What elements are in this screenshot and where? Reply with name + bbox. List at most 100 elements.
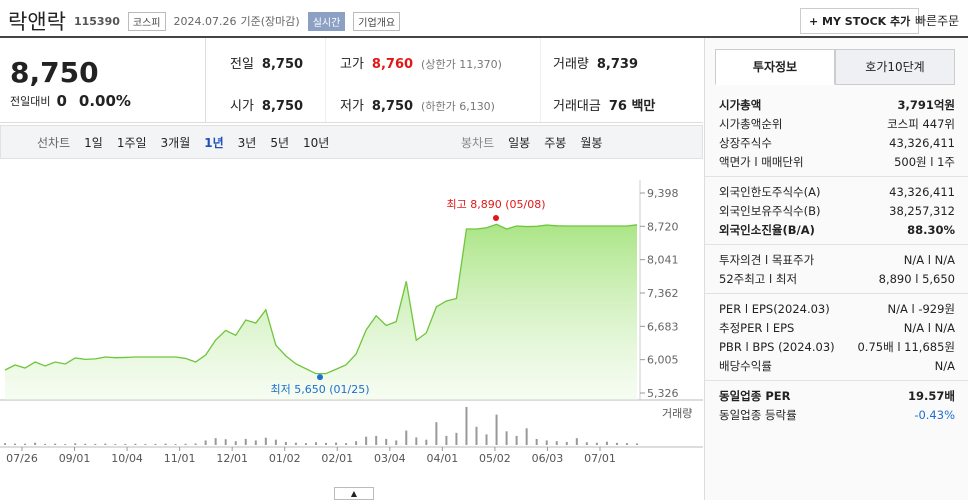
info-row: 액면가 l 매매단위 500원 l 1주 — [719, 152, 955, 171]
volume-bar — [405, 430, 408, 445]
low-label: 최저 5,650 (01/25) — [270, 383, 369, 396]
period-tab[interactable]: 3개월 — [160, 136, 191, 150]
stat: 고가 8,760 (상한가 11,370) — [340, 53, 502, 72]
stat: 시가 8,750 — [230, 95, 303, 114]
stat-value: 8,750 — [371, 99, 414, 114]
x-tick-label: 02/01 — [321, 452, 353, 465]
x-tick-label: 04/01 — [427, 452, 459, 465]
info-value: N/A l N/A — [903, 320, 955, 335]
mystock-text: MY STOCK 추가 — [822, 15, 911, 28]
info-tab[interactable]: 호가10단계 — [835, 49, 955, 85]
overview-button[interactable]: 기업개요 — [353, 11, 401, 31]
volume-bar — [465, 407, 468, 445]
stat-value: 8,739 — [596, 57, 639, 72]
high-marker — [493, 214, 499, 221]
x-tick-label: 03/04 — [374, 452, 406, 465]
volume-bar — [425, 439, 428, 445]
info-row: 시가총액 3,791억원 — [719, 95, 955, 114]
volume-bar — [455, 432, 458, 445]
info-row: 외국인보유주식수(B) 38,257,312 — [719, 201, 955, 220]
x-tick-label: 05/02 — [479, 452, 511, 465]
volume-bar — [114, 444, 117, 445]
info-value: N/A l N/A — [903, 252, 955, 267]
period-tab[interactable]: 1년 — [204, 136, 224, 150]
info-value: N/A — [934, 358, 955, 373]
period-tab[interactable]: 월봉 — [580, 136, 603, 150]
volume-bar — [284, 441, 287, 445]
realtime-badge[interactable]: 실시간 — [307, 11, 346, 31]
volume-bar — [24, 443, 27, 445]
volume-bar — [94, 443, 97, 445]
volume-bar — [254, 440, 257, 445]
info-value: 코스피 447위 — [887, 116, 955, 131]
line-label: 선차트 — [37, 136, 71, 150]
stat: 거래량 8,739 — [553, 53, 638, 72]
volume-bar — [84, 443, 87, 445]
collapse-button[interactable]: ▲ — [334, 487, 374, 500]
period-tab[interactable]: 일봉 — [508, 136, 531, 150]
volume-bar — [64, 444, 67, 445]
info-value: 19.57배 — [908, 388, 955, 403]
stat-label: 전일 — [230, 57, 254, 72]
volume-bar — [244, 438, 247, 445]
change-rate: 0.00% — [78, 92, 131, 110]
info-label: 상장주식수 — [719, 135, 772, 150]
info-label: PER l EPS(2024.03) — [719, 301, 830, 316]
info-row: 동일업종 PER 19.57배 — [719, 386, 955, 405]
stock-name: 락앤락 — [8, 10, 66, 34]
x-tick-label: 01/02 — [269, 452, 301, 465]
info-label: 배당수익률 — [719, 358, 772, 373]
header-divider — [0, 36, 968, 38]
info-tab[interactable]: 투자정보 — [715, 49, 835, 85]
volume-bar — [555, 441, 558, 445]
period-tab[interactable]: 주봉 — [544, 136, 567, 150]
volume-bar — [565, 441, 568, 445]
stat-note: (하한가 6,130) — [421, 100, 495, 113]
period-tab[interactable]: 1일 — [84, 136, 103, 150]
period-tab[interactable]: 1주일 — [116, 136, 147, 150]
info-row: 동일업종 등락률 -0.43% — [719, 405, 955, 424]
volume-bar — [194, 443, 197, 445]
stat: 저가 8,750 (하한가 6,130) — [340, 95, 495, 114]
period-tab[interactable]: 3년 — [237, 136, 257, 150]
info-row: 투자의견 l 목표주가 N/A l N/A — [719, 250, 955, 269]
info-row: 시가총액순위 코스피 447위 — [719, 114, 955, 133]
info-label: 동일업종 PER — [719, 388, 791, 403]
period-bar: 선차트 1일 1주일 3개월 1년 3년 5년 10년 봉차트 일봉 주봉 월봉 — [0, 125, 703, 159]
volume-bar — [104, 443, 107, 445]
volume-bar — [545, 440, 548, 445]
price-area — [5, 224, 637, 400]
volume-bar — [264, 437, 267, 445]
x-tick-label: 06/03 — [532, 452, 564, 465]
volume-bar — [304, 443, 307, 445]
volume-bar — [14, 443, 17, 445]
info-row: 외국인한도주식수(A) 43,326,411 — [719, 182, 955, 201]
stat: 거래대금 76 백만 — [553, 95, 655, 114]
volume-bar — [274, 439, 277, 445]
volume-bar — [515, 435, 518, 445]
divider — [540, 38, 541, 122]
change-label: 전일대비 — [10, 95, 51, 108]
y-tick-label: 8,041 — [647, 254, 679, 267]
volume-bar — [395, 440, 398, 445]
volume-bar — [625, 443, 628, 445]
stat: 전일 8,750 — [230, 53, 303, 72]
info-value: 38,257,312 — [889, 203, 955, 218]
period-tab[interactable]: 10년 — [303, 136, 330, 150]
volume-bar — [124, 443, 127, 445]
change: 0 — [56, 92, 67, 110]
stat-label: 거래량 — [553, 57, 589, 72]
market-badge: 코스피 — [127, 11, 166, 31]
date: 2024.07.26 — [173, 14, 237, 28]
price-chart: 9,398 8,720 8,041 7,362 6,683 6,005 5,326 최고 8,… — [0, 180, 703, 465]
stat-value: 8,760 — [371, 57, 414, 72]
volume-bar — [375, 435, 378, 445]
period-tab[interactable]: 5년 — [270, 136, 290, 150]
y-tick-label: 7,362 — [647, 287, 679, 300]
volume-bar — [605, 441, 608, 445]
info-value: 8,890 l 5,650 — [878, 271, 955, 286]
volume-bar — [224, 439, 227, 445]
mystock-button[interactable]: + MY STOCK 추가 — [800, 8, 920, 34]
quick-order[interactable]: 빠른주문 — [915, 14, 960, 28]
